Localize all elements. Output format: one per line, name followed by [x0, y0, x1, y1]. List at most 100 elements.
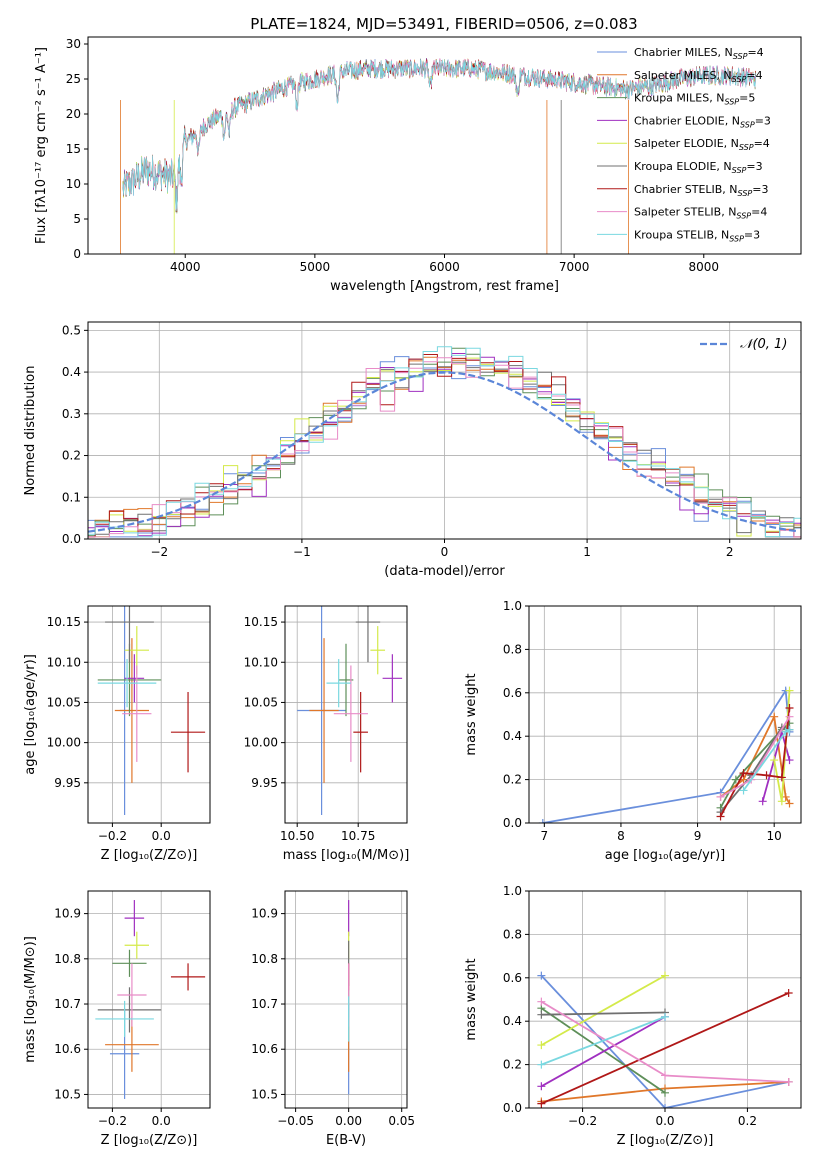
y-tick-label: 10.6: [251, 1042, 278, 1056]
legend-subscript: SSP: [738, 189, 753, 198]
y-tick-label: 10.15: [47, 615, 81, 629]
legend-text: =4: [747, 46, 763, 59]
y-axis-label: mass [log₁₀(M/M⊙)]: [23, 936, 38, 1063]
y-tick-label: 0.4: [62, 365, 81, 379]
weight-marker-chabrier_stelib: [777, 773, 786, 782]
plot-frame: [87, 890, 211, 1109]
y-tick-label: 0.3: [62, 407, 81, 421]
plot-area-age_vs_mass: [297, 606, 403, 815]
x-tick-label: −0.2: [98, 1114, 127, 1128]
weight-marker-chabrier_stelib: [716, 812, 725, 821]
y-tick-label: 0.1: [62, 490, 81, 504]
legend-label-chabrier_elodie: Chabrier ELODIE, NSSP=3: [634, 114, 771, 129]
y-tick-label: 10.00: [47, 736, 81, 750]
x-tick-label: −2: [150, 545, 168, 559]
x-tick-label: 0: [441, 545, 449, 559]
legend-text: =5: [739, 92, 755, 105]
weight-line-kroupa_stelib: [541, 1016, 666, 1066]
weight-marker-salpeter_stelib: [784, 1077, 793, 1086]
legend-text: =4: [746, 69, 762, 82]
spectrum-line-kroupa_stelib: [122, 59, 756, 211]
normal-curve: [88, 371, 799, 533]
legend-subscript: SSP: [736, 212, 751, 221]
weight-marker-salpeter_stelib: [661, 1071, 669, 1080]
y-tick-label: 0.2: [62, 449, 81, 463]
y-tick-label: 0.0: [503, 1101, 522, 1115]
weight-marker-chabrier_stelib: [537, 1099, 546, 1108]
y-tick-label: 0.2: [503, 773, 522, 787]
x-tick-label: 0.05: [388, 1114, 415, 1128]
x-tick-label: 8000: [688, 260, 719, 274]
weight-line-kroupa_miles: [719, 722, 791, 809]
hist-kroupa_elodie: [88, 361, 801, 538]
y-tick-label: 25: [66, 72, 81, 86]
legend-subscript: SSP: [732, 75, 747, 84]
weight-marker-salpeter_elodie: [537, 1041, 546, 1050]
y-axis-label: mass weight: [464, 958, 479, 1040]
weight-line-salpeter_elodie: [540, 974, 666, 1046]
weight-marker-chabrier_stelib: [762, 771, 771, 780]
y-tick-label: 0.0: [62, 532, 81, 546]
legend-text: Chabrier MILES, N: [634, 46, 733, 59]
legend-subscript: SSP: [732, 166, 747, 175]
plot-frame: [87, 605, 211, 824]
y-tick-label: 9.95: [251, 776, 278, 790]
plot-frame: [284, 605, 408, 824]
x-tick-label: 10: [767, 829, 782, 843]
weight-marker-salpeter_stelib: [537, 997, 546, 1006]
plot-area-residuals: [88, 346, 801, 538]
x-tick-label: 5000: [300, 260, 331, 274]
y-tick-label: 10.8: [251, 952, 278, 966]
weight-marker-salpeter_stelib: [785, 712, 794, 721]
x-tick-label: 6000: [429, 260, 460, 274]
legend-text: =4: [751, 206, 767, 219]
weight-marker-chabrier_elodie: [537, 1082, 546, 1091]
weight-marker-kroupa_stelib: [661, 1012, 669, 1021]
y-tick-label: 0.8: [503, 642, 522, 656]
plot-area-age_vs_Z: [97, 606, 206, 815]
x-tick-label: −0.2: [568, 1114, 597, 1128]
x-tick-label: −0.2: [98, 829, 127, 843]
weight-marker-salpeter_elodie: [777, 797, 786, 806]
weight-marker-kroupa_stelib: [785, 725, 794, 734]
plot-frame: [528, 605, 802, 824]
x-axis-label: E(B-V): [326, 1133, 366, 1148]
legend-text: Kroupa MILES, N: [634, 92, 724, 105]
x-tick-label: 0.0: [655, 1114, 674, 1128]
legend-label-salpeter_miles: Salpeter MILES, NSSP=4: [634, 69, 763, 84]
plot-frame: [528, 890, 802, 1109]
weight-marker-chabrier_elodie: [785, 756, 794, 765]
weight-marker-salpeter_miles: [785, 799, 794, 808]
y-tick-label: 10.00: [244, 736, 278, 750]
y-tick-label: 0.8: [503, 927, 522, 941]
legend-text: Kroupa ELODIE, N: [634, 160, 732, 173]
chart-spectrum: 4000 5000 6000 7000 8000 0 5 10 15 20 25 30 waveleng…: [34, 36, 802, 294]
legend-text: Salpeter ELODIE, N: [634, 137, 739, 150]
y-tick-label: 5: [73, 212, 81, 226]
x-tick-label: 4000: [170, 260, 201, 274]
legend-label-salpeter_elodie: Salpeter ELODIE, NSSP=4: [634, 137, 770, 152]
y-tick-label: 10.9: [54, 907, 81, 921]
weight-marker-salpeter_elodie: [785, 686, 794, 695]
x-tick-label: 2: [726, 545, 734, 559]
weight-marker-kroupa_stelib: [739, 786, 748, 795]
x-axis-label: mass [log₁₀(M/M⊙)]: [283, 848, 410, 863]
legend-text: =3: [755, 114, 771, 127]
legend-label-chabrier_stelib: Chabrier STELIB, NSSP=3: [634, 183, 768, 198]
y-tick-label: 10.7: [251, 997, 278, 1011]
legend-label-kroupa_stelib: Kroupa STELIB, NSSP=3: [634, 228, 760, 243]
y-tick-label: 0.2: [503, 1058, 522, 1072]
legend-text: =3: [746, 160, 762, 173]
weight-marker-kroupa_stelib: [537, 1060, 546, 1069]
y-tick-label: 0.0: [503, 816, 522, 830]
y-tick-label: 10.9: [251, 907, 278, 921]
legend-subscript: SSP: [733, 52, 748, 61]
hist-kroupa_stelib: [88, 346, 801, 538]
legend-text: Kroupa STELIB, N: [634, 228, 729, 241]
legend-subscript: SSP: [740, 120, 755, 129]
weight-marker-chabrier_stelib: [784, 988, 793, 997]
weight-line-kroupa_miles: [540, 1007, 666, 1094]
y-tick-label: 10.05: [244, 695, 278, 709]
chart-weight_vs_Z: −0.2 0.0 0.2 0.0 0.2 0.4 0.6 0.8 1.0 Z [log₁₀(Z/Z…: [464, 884, 802, 1148]
